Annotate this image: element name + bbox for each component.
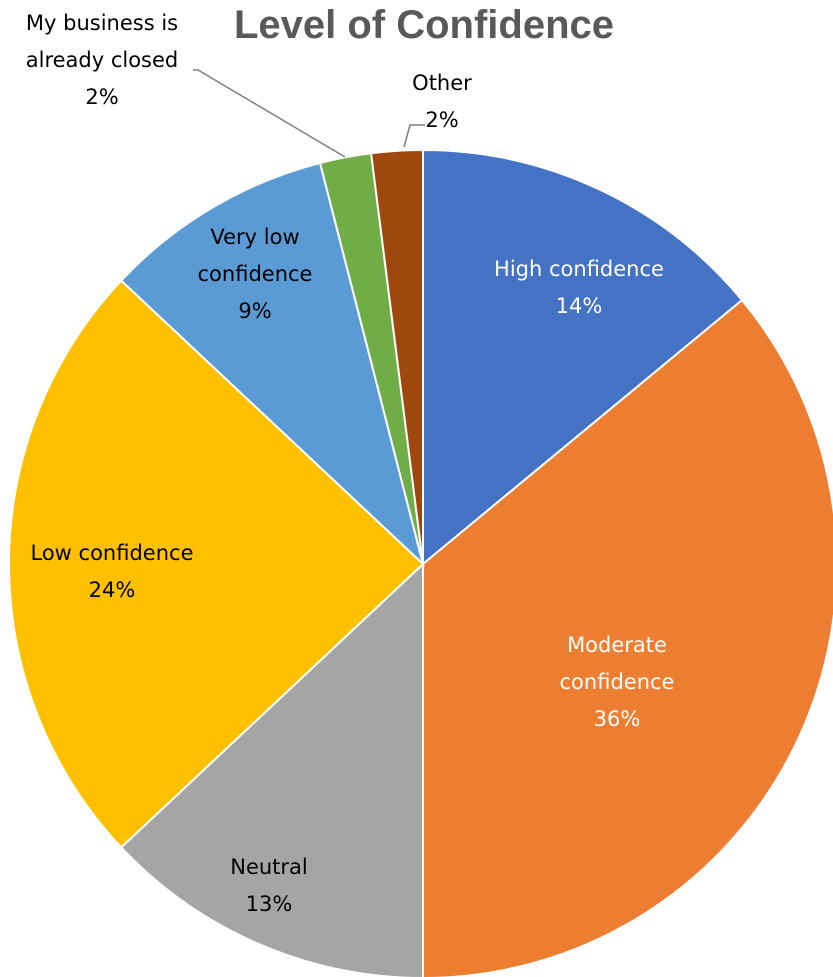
pie-slice-very-low-confidence <box>119 161 425 568</box>
data-labels: High confidence 14% Moderate confidence 36% N… <box>26 11 675 916</box>
data-label-moderate-confidence: Moderate confidence 36% <box>560 633 675 731</box>
data-label-low-confidence: Low confidence 24% <box>31 541 194 602</box>
chart-title: Level of Confidence <box>234 3 614 47</box>
leader-lines <box>193 69 425 158</box>
data-label-other: Other 2% <box>412 71 472 132</box>
data-label-very-low-confidence: Very low confidence 9% <box>198 225 313 323</box>
pie-slice-low-confidence <box>8 279 425 849</box>
data-label-my-business-is-already-closed: My business is already closed 2% <box>26 11 179 109</box>
leader-line-my-business-is-already-closed <box>193 69 346 158</box>
pie-slices <box>8 148 833 977</box>
pie-slice-high-confidence <box>422 148 744 567</box>
data-label-unlabeled: 0% <box>357 111 390 135</box>
data-label-neutral: Neutral 13% <box>230 855 308 916</box>
leader-line-other <box>403 124 425 148</box>
pie-slice-other <box>369 148 424 565</box>
pie-slice-moderate-confidence <box>422 298 833 977</box>
data-label-high-confidence: High confidence 14% <box>494 257 664 318</box>
